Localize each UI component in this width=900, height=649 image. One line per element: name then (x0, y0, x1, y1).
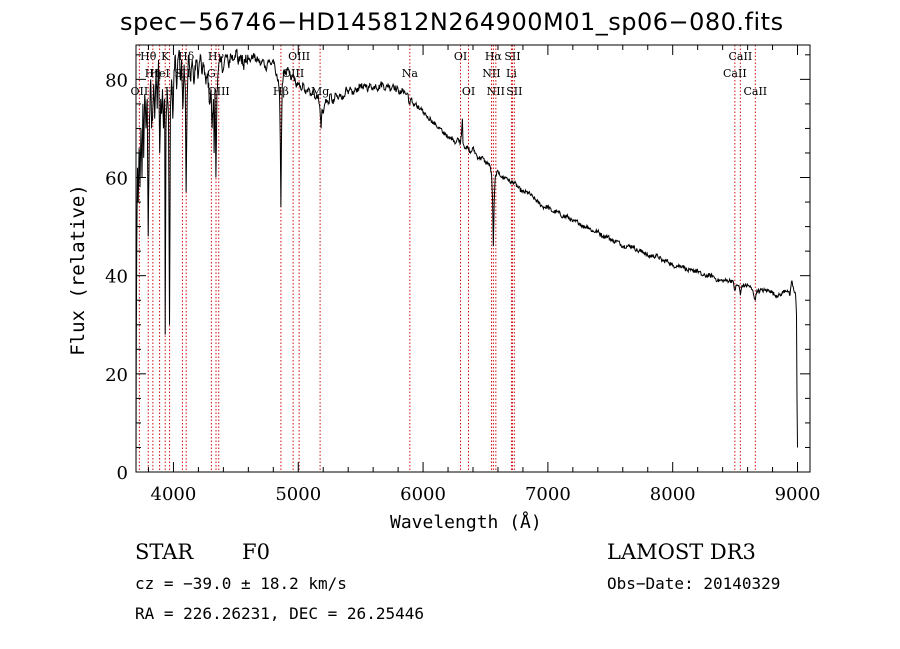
spectral-line-label: Hη (145, 67, 161, 80)
spectral-line-label: SII (504, 50, 520, 63)
spectral-line-label: OII (131, 85, 149, 98)
spectral-line-label: G (207, 67, 216, 80)
spectral-line-label: Hθ (140, 50, 157, 63)
spectral-line-label: K (161, 50, 170, 63)
spectral-line-label: HeI (149, 67, 169, 80)
spectral-line-label: Na (402, 67, 419, 80)
spectral-line-label: Mg (311, 85, 329, 98)
x-tick-label: 5000 (275, 484, 321, 505)
y-axis-label: Flux (relative) (67, 184, 89, 356)
object-class: STAR (135, 540, 194, 564)
survey-name: LAMOST DR3 (607, 540, 756, 564)
y-axis-ticks: 0 20 40 60 80 (105, 54, 810, 484)
y-tick-label: 80 (105, 70, 128, 91)
y-tick-label: 0 (117, 463, 128, 484)
spectral-line-label: CaII (729, 50, 753, 63)
spectral-line-label: CaII (723, 67, 747, 80)
redshift-cz: cz = −39.0 ± 18.2 km/s (135, 574, 347, 593)
chart-title: spec−56746−HD145812N264900M01_sp06−080.f… (120, 8, 784, 36)
spectral-line-label: NII (487, 85, 505, 98)
spectral-line-label: H (165, 85, 175, 98)
spectral-line-label: OIII (288, 50, 310, 63)
object-subclass: F0 (242, 540, 270, 564)
spectral-line-label: Hβ (273, 85, 289, 98)
ra-dec-coordinates: RA = 226.26231, DEC = 26.25446 (135, 604, 424, 623)
spectral-line-label: Li (506, 67, 517, 80)
x-tick-label: 7000 (525, 484, 571, 505)
y-tick-label: 60 (105, 169, 128, 190)
y-tick-label: 20 (105, 365, 128, 386)
spectral-line-label: Hδ (178, 50, 195, 63)
x-tick-label: 6000 (400, 484, 446, 505)
spectral-line-label: OI (462, 85, 475, 98)
x-tick-label: 4000 (151, 484, 197, 505)
spectral-line-markers (138, 45, 756, 472)
x-tick-label: 9000 (775, 484, 821, 505)
spectral-line-label: CaII (743, 85, 767, 98)
observation-date: Obs−Date: 20140329 (607, 574, 781, 593)
spectral-line-label: OI (454, 50, 467, 63)
spectral-line-label: Hα (485, 50, 503, 63)
spectral-line-label: NII (482, 67, 500, 80)
x-tick-label: 8000 (650, 484, 696, 505)
spectral-line-label: SII (506, 85, 522, 98)
spectral-line-label: SII (174, 67, 190, 80)
plot-frame (135, 44, 811, 473)
x-axis-label: Wavelength (Å) (390, 512, 542, 533)
spectral-line-label: OIII (208, 85, 230, 98)
x-axis-ticks: 4000 5000 6000 7000 8000 9000 (147, 45, 821, 505)
spectrum-series-line (135, 48, 798, 473)
y-tick-label: 40 (105, 267, 128, 288)
